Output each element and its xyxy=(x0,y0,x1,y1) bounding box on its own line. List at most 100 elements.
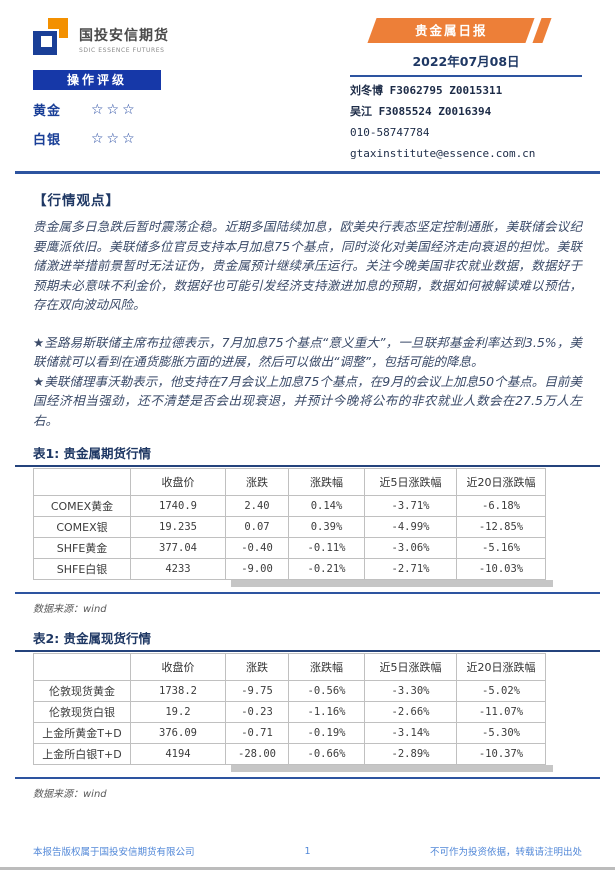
cell-value: -0.71 xyxy=(225,722,289,744)
row-label: 上金所黄金T+D xyxy=(33,722,131,744)
spot-table-block: 表2: 贵金属现货行情 收盘价 涨跌 涨跌幅 近5日涨跌幅 近20日涨跌幅 伦敦现货黄金… xyxy=(15,628,600,800)
analyst-name-1: 刘冬博 F3062795 Z0015311 xyxy=(350,84,503,97)
table-row: 伦敦现货黄金 1738.2 -9.75 -0.56% -3.30% -5.02% xyxy=(33,680,546,702)
cell-value: 19.235 xyxy=(130,516,226,538)
cell-value: 4194 xyxy=(130,743,226,765)
cell-value: -4.99% xyxy=(364,516,457,538)
cell-value: -2.71% xyxy=(364,558,457,580)
cell-value: -12.85% xyxy=(456,516,546,538)
footer-disclaimer: 不可作为投资依据，转载请注明出处 xyxy=(429,847,582,858)
cell-value: -6.18% xyxy=(456,495,546,517)
report-type-label: 贵金属日报 xyxy=(414,23,488,38)
row-label: COMEX黄金 xyxy=(33,495,131,517)
cell-value: -0.11% xyxy=(288,537,365,559)
cell-value: -11.07% xyxy=(456,701,546,723)
cell-value: 0.07 xyxy=(225,516,289,538)
cell-value: -2.66% xyxy=(364,701,457,723)
news-bullets: ★圣路易斯联储主席布拉德表示，7月加息75个基点“意义重大”，一旦联邦基金利率达… xyxy=(33,333,582,431)
page-footer: 本报告版权属于国投安信期货有限公司 1 不可作为投资依据，转载请注明出处 xyxy=(33,844,582,859)
cell-value: -5.30% xyxy=(456,722,546,744)
table-drop-shadow xyxy=(231,765,553,772)
banner-ribbon: 贵金属日报 xyxy=(367,18,535,43)
header-divider xyxy=(15,171,600,174)
column-header: 近20日涨跌幅 xyxy=(456,653,546,681)
column-header: 近5日涨跌幅 xyxy=(364,468,457,496)
page-number: 1 xyxy=(304,845,311,857)
header-row: 收盘价 涨跌 涨跌幅 近5日涨跌幅 近20日涨跌幅 xyxy=(33,653,546,681)
cell-value: -3.06% xyxy=(364,537,457,559)
cell-value: -10.37% xyxy=(456,743,546,765)
cell-value: 376.09 xyxy=(130,722,226,744)
row-label: SHFE黄金 xyxy=(33,537,131,559)
section-divider xyxy=(15,777,600,779)
cell-value: 19.2 xyxy=(130,701,226,723)
rating-asset-label: 黄金 xyxy=(33,104,62,119)
report-date: 2022年07月08日 xyxy=(350,51,582,77)
column-header: 近5日涨跌幅 xyxy=(364,653,457,681)
table-row: 上金所白银T+D 4194 -28.00 -0.66% -2.89% -10.37% xyxy=(33,743,546,765)
contact-email: gtaxinstitute@essence.com.cn xyxy=(350,147,536,160)
section-divider xyxy=(15,592,600,594)
row-label: SHFE白银 xyxy=(33,558,131,580)
header-left: 国投安信期货 SDIC ESSENCE FUTURES 操作评级 黄金 ☆☆☆ … xyxy=(33,18,333,161)
column-header xyxy=(33,653,131,681)
row-label: COMEX银 xyxy=(33,516,131,538)
rating-bar-title: 操作评级 xyxy=(33,70,161,90)
company-logo-icon xyxy=(33,18,70,55)
row-label: 伦敦现货白银 xyxy=(33,701,131,723)
table2-title-rule xyxy=(15,650,600,652)
contact-phone: 010-58747784 xyxy=(350,126,430,139)
futures-table-head: 收盘价 涨跌 涨跌幅 近5日涨跌幅 近20日涨跌幅 xyxy=(33,468,546,496)
data-source-note: 数据来源：wind xyxy=(33,789,107,800)
cell-value: -3.14% xyxy=(364,722,457,744)
table-row: COMEX银 19.235 0.07 0.39% -4.99% -12.85% xyxy=(33,516,546,538)
column-header: 涨跌幅 xyxy=(288,468,365,496)
table-row: COMEX黄金 1740.9 2.40 0.14% -3.71% -6.18% xyxy=(33,495,546,517)
cell-value: -0.21% xyxy=(288,558,365,580)
cell-value: -0.56% xyxy=(288,680,365,702)
spot-table-body: 伦敦现货黄金 1738.2 -9.75 -0.56% -3.30% -5.02% 伦敦现货白… xyxy=(33,680,546,765)
table1-title-rule xyxy=(15,465,600,467)
footer-copyright: 本报告版权属于国投安信期货有限公司 xyxy=(33,847,195,858)
cell-value: -10.03% xyxy=(456,558,546,580)
column-header: 涨跌幅 xyxy=(288,653,365,681)
table-row: SHFE黄金 377.04 -0.40 -0.11% -3.06% -5.16% xyxy=(33,537,546,559)
company-name: 国投安信期货 xyxy=(79,28,169,44)
banner-tail-decoration xyxy=(532,18,552,43)
row-label: 伦敦现货黄金 xyxy=(33,680,131,702)
star-rating-icon: ☆☆☆ xyxy=(91,101,138,118)
cell-value: -5.16% xyxy=(456,537,546,559)
cell-value: 4233 xyxy=(130,558,226,580)
cell-value: -2.89% xyxy=(364,743,457,765)
logo-inner-square xyxy=(41,36,52,47)
cell-value: 1740.9 xyxy=(130,495,226,517)
report-type-banner: 贵金属日报 xyxy=(367,18,582,43)
report-header: 国投安信期货 SDIC ESSENCE FUTURES 操作评级 黄金 ☆☆☆ … xyxy=(33,18,582,161)
cell-value: -3.71% xyxy=(364,495,457,517)
cell-value: -3.30% xyxy=(364,680,457,702)
column-header: 收盘价 xyxy=(130,468,226,496)
cell-value: -0.23 xyxy=(225,701,289,723)
column-header: 涨跌 xyxy=(225,653,289,681)
cell-value: -9.00 xyxy=(225,558,289,580)
rating-asset-label: 白银 xyxy=(33,133,62,148)
cell-value: -0.19% xyxy=(288,722,365,744)
table2-title: 表2: 贵金属现货行情 xyxy=(33,631,152,646)
rating-row-silver: 白银 ☆☆☆ xyxy=(33,129,333,149)
futures-table-body: COMEX黄金 1740.9 2.40 0.14% -3.71% -6.18% COMEX银… xyxy=(33,495,546,580)
company-subtitle: SDIC ESSENCE FUTURES xyxy=(79,47,165,54)
header-row: 收盘价 涨跌 涨跌幅 近5日涨跌幅 近20日涨跌幅 xyxy=(33,468,546,496)
column-header: 收盘价 xyxy=(130,653,226,681)
rating-row-gold: 黄金 ☆☆☆ xyxy=(33,100,333,120)
cell-value: -0.66% xyxy=(288,743,365,765)
cell-value: 2.40 xyxy=(225,495,289,517)
market-view-paragraph: 贵金属多日急跌后暂时震荡企稳。近期多国陆续加息，欧美央行表态坚定控制通胀，美联储… xyxy=(33,219,582,312)
cell-value: 1738.2 xyxy=(130,680,226,702)
futures-table-block: 表1: 贵金属期货行情 收盘价 涨跌 涨跌幅 近5日涨跌幅 近20日涨跌幅 COMEX黄… xyxy=(15,443,600,615)
header-right: 贵金属日报 2022年07月08日 刘冬博 F3062795 Z0015311 … xyxy=(350,18,582,161)
table-row: 伦敦现货白银 19.2 -0.23 -1.16% -2.66% -11.07% xyxy=(33,701,546,723)
star-rating-icon: ☆☆☆ xyxy=(91,130,138,147)
column-header xyxy=(33,468,131,496)
spot-table-head: 收盘价 涨跌 涨跌幅 近5日涨跌幅 近20日涨跌幅 xyxy=(33,653,546,681)
